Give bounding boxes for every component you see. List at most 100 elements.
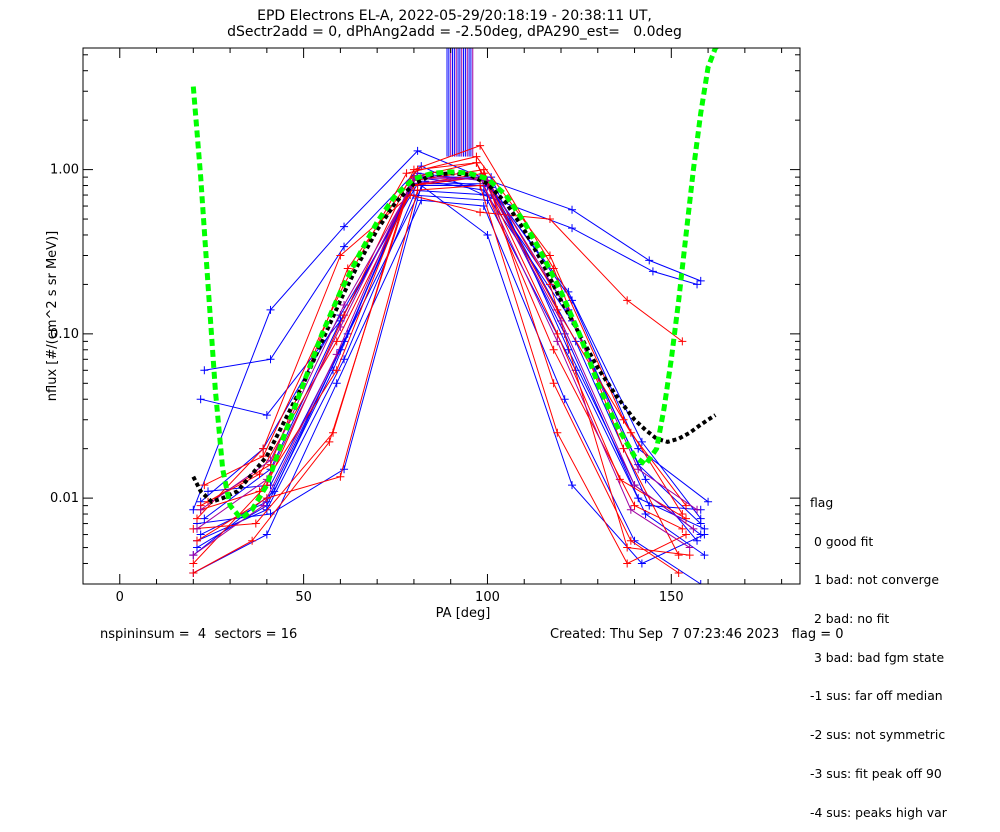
series-point (645, 256, 654, 265)
series-point (619, 444, 628, 453)
series-point (626, 505, 635, 514)
y-tick-label: 1.00 (50, 163, 79, 178)
series-point (623, 559, 632, 568)
y-axis-label: nflux [#/(cm^2 s sr MeV)] (45, 231, 60, 401)
series-point (682, 530, 691, 539)
series-point (262, 505, 271, 514)
series-point (200, 514, 209, 523)
footer-right-text: Created: Thu Sep 7 07:23:46 2023 flag = … (550, 627, 844, 642)
series-line (193, 176, 690, 556)
series-point (568, 296, 577, 305)
series-point (332, 366, 341, 375)
series-point (192, 514, 201, 523)
series-point (626, 536, 635, 545)
series-point (259, 501, 268, 510)
series-point (402, 169, 411, 178)
series-line (193, 199, 701, 584)
series-line (200, 176, 683, 530)
series-line (196, 194, 683, 519)
series-line (192, 144, 680, 564)
x-axis-label: PA [deg] (436, 606, 491, 621)
series-point (549, 345, 558, 354)
series-point (568, 224, 577, 233)
series-line (204, 156, 683, 515)
series-point (262, 530, 271, 539)
axes: 0 50 100 150 0.01 0.10 1.00 (50, 47, 801, 605)
series-point (200, 366, 209, 375)
series-point (557, 316, 565, 325)
series-point (270, 487, 279, 496)
series-point (189, 569, 198, 578)
series-point (696, 276, 705, 285)
series-point (332, 379, 341, 388)
series-point (685, 551, 694, 560)
fit-curves-layer (190, 48, 720, 523)
series-line (207, 176, 701, 511)
series-point (200, 481, 209, 490)
series-point (340, 300, 349, 309)
series-point (204, 487, 213, 496)
series-point (704, 497, 713, 506)
series-point (340, 465, 349, 474)
series-point (340, 222, 349, 231)
series-point (476, 141, 485, 150)
series-point (553, 428, 562, 437)
chart-title-line1: EPD Electrons EL-A, 2022-05-29/20:18:19 … (257, 8, 652, 24)
series-line (196, 178, 694, 530)
series-point (678, 337, 687, 346)
series-point (325, 437, 334, 446)
series-point (693, 280, 702, 289)
series-line (204, 165, 698, 371)
series-line (193, 172, 690, 574)
series-point (192, 524, 201, 533)
series-point (266, 305, 275, 314)
series-point (545, 251, 554, 260)
plot-frame (82, 47, 801, 585)
series-point (266, 355, 275, 364)
chart-title-line2: dSectr2add = 0, dPhAng2add = -2.50deg, d… (227, 24, 682, 40)
series-point (626, 428, 635, 437)
legend-item: -2 sus: not symmetric (810, 727, 946, 743)
y-tick-label: 0.10 (50, 327, 79, 342)
x-tick-label: 150 (659, 590, 684, 605)
legend-item: -3 sus: fit peak off 90 (810, 765, 942, 781)
series-point (251, 519, 260, 528)
series-point (476, 208, 485, 217)
series-line (196, 184, 705, 565)
series-point (413, 186, 422, 195)
series-line (192, 150, 701, 510)
series-point (472, 158, 481, 167)
series-point (189, 551, 198, 560)
series-line (196, 194, 705, 556)
series-point (648, 267, 657, 276)
pitch-angle-chart: 0 50 100 150 0.01 0.10 1.00 PA [deg] nflux [#/… (45, 47, 801, 621)
series-point (196, 395, 205, 404)
series-point (336, 323, 345, 332)
legend-item: 2 bad: no fit (810, 610, 890, 626)
series-point (696, 519, 705, 528)
series-point (340, 242, 349, 251)
series-point (189, 559, 198, 568)
series-point (630, 481, 639, 490)
series-point (693, 536, 702, 545)
series-line (196, 184, 687, 565)
series-point (248, 536, 257, 545)
series-point (696, 580, 705, 584)
legend-item: -4 sus: peaks high var (810, 804, 947, 820)
x-tick-label: 0 (116, 590, 124, 605)
series-point (634, 465, 643, 474)
series-point (623, 296, 632, 305)
series-point (693, 505, 702, 514)
series-point (674, 551, 683, 560)
series-point (549, 379, 558, 388)
series-line (200, 172, 705, 536)
series-point (553, 329, 562, 338)
series-point (630, 501, 639, 510)
series-point (682, 514, 691, 523)
legend-title: flag (810, 494, 834, 510)
series-point (336, 251, 345, 260)
series-point (641, 475, 650, 484)
series-point (259, 444, 268, 453)
series-point (700, 551, 709, 560)
series-point (700, 524, 709, 533)
